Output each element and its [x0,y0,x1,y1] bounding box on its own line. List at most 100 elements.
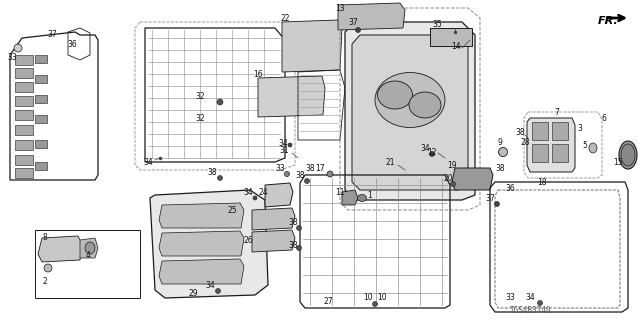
Text: 38: 38 [295,171,305,180]
Bar [532,144,548,162]
Ellipse shape [372,301,378,307]
Polygon shape [38,236,82,262]
Text: 25: 25 [227,205,237,214]
Text: 11: 11 [335,188,345,196]
Polygon shape [252,230,295,252]
Ellipse shape [44,264,52,272]
Bar [35,55,47,63]
Text: 1: 1 [367,190,372,199]
Text: 33: 33 [275,164,285,172]
Text: 21: 21 [385,157,395,166]
Ellipse shape [358,195,367,202]
Polygon shape [342,190,358,205]
Text: 8: 8 [43,233,47,242]
Text: 33: 33 [505,293,515,302]
Text: TGS4B3740: TGS4B3740 [510,306,552,315]
Text: 27: 27 [323,298,333,307]
Text: 38: 38 [305,164,315,172]
Bar [15,140,33,150]
Text: 10: 10 [363,292,373,301]
Text: 36: 36 [67,39,77,49]
Ellipse shape [451,181,456,187]
Text: 34: 34 [278,139,288,148]
Ellipse shape [589,143,597,153]
Ellipse shape [355,28,360,33]
Text: 35: 35 [432,20,442,28]
Polygon shape [159,231,244,256]
Bar [15,125,33,135]
Ellipse shape [85,242,95,254]
Text: 9: 9 [497,138,502,147]
Text: 32: 32 [195,92,205,100]
Bar [15,155,33,165]
Ellipse shape [218,175,223,180]
Text: 28: 28 [520,138,530,147]
Text: 37: 37 [485,194,495,203]
Text: 22: 22 [280,13,290,22]
Text: 7: 7 [555,108,559,116]
Text: 16: 16 [253,69,263,78]
Text: 34: 34 [420,143,430,153]
Polygon shape [452,168,493,190]
Text: 26: 26 [243,236,253,244]
Ellipse shape [499,148,508,156]
Polygon shape [80,238,98,258]
Bar [552,144,568,162]
Bar [15,96,33,106]
Text: 5: 5 [582,140,588,149]
Text: FR.: FR. [598,16,619,26]
Polygon shape [338,3,405,30]
Ellipse shape [305,179,310,183]
Text: 38: 38 [515,127,525,137]
Bar [35,230,140,298]
Text: 36: 36 [505,183,515,193]
Text: 18: 18 [537,178,547,187]
Text: 24: 24 [258,188,268,196]
Text: 33: 33 [7,52,17,61]
Text: 14: 14 [451,42,461,51]
Text: 4: 4 [86,252,90,260]
Text: 6: 6 [602,114,607,123]
Text: 38: 38 [207,167,217,177]
Text: 3: 3 [577,124,582,132]
Ellipse shape [253,196,257,200]
Ellipse shape [429,151,435,156]
Bar [532,122,548,140]
Ellipse shape [14,44,22,52]
Bar [35,140,47,148]
Polygon shape [265,183,293,207]
Polygon shape [150,190,268,298]
Bar [15,68,33,78]
Ellipse shape [409,92,441,118]
Text: 13: 13 [335,4,345,12]
Polygon shape [345,22,475,200]
Text: 31: 31 [279,146,289,155]
Polygon shape [159,203,244,228]
Bar [15,82,33,92]
Ellipse shape [296,245,301,251]
Text: 12: 12 [428,148,436,156]
Text: 32: 32 [195,114,205,123]
Ellipse shape [296,226,301,230]
Bar [430,28,472,46]
Polygon shape [258,76,325,117]
Text: 38: 38 [495,164,505,172]
Ellipse shape [495,202,499,206]
Bar [15,55,33,65]
Ellipse shape [375,73,445,127]
Ellipse shape [378,81,413,109]
Ellipse shape [217,99,223,105]
Bar [15,110,33,120]
Polygon shape [252,208,295,230]
Ellipse shape [538,300,543,306]
Polygon shape [527,118,575,172]
Ellipse shape [285,172,289,177]
Ellipse shape [288,143,292,147]
Ellipse shape [216,289,221,293]
Text: 2: 2 [43,277,47,286]
Ellipse shape [621,144,635,166]
Ellipse shape [619,141,637,169]
Polygon shape [352,35,468,190]
Text: 37: 37 [348,18,358,27]
Bar [35,115,47,123]
